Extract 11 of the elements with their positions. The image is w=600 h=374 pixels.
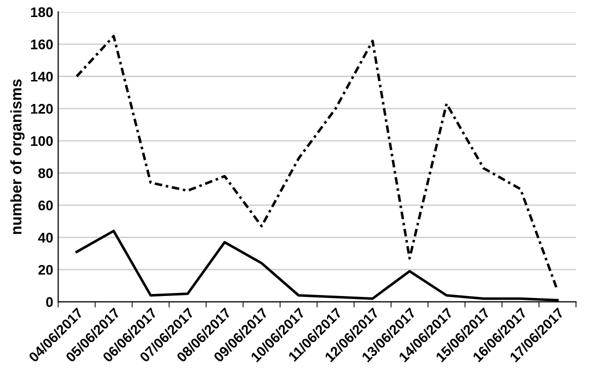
y-tick-label: 100 (31, 136, 53, 146)
y-tick-label: 140 (31, 72, 53, 82)
y-tick-label: 0 (46, 297, 53, 307)
y-tick-label: 120 (31, 104, 53, 114)
y-tick-label: 80 (38, 168, 53, 178)
y-tick-label: 40 (38, 232, 53, 243)
y-tick-label: 60 (38, 200, 53, 210)
y-tick-label: 180 (31, 7, 53, 18)
y-tick-label: 160 (31, 40, 53, 50)
y-axis-title: number of organisms (10, 79, 25, 234)
y-tick-label: 20 (38, 264, 53, 275)
